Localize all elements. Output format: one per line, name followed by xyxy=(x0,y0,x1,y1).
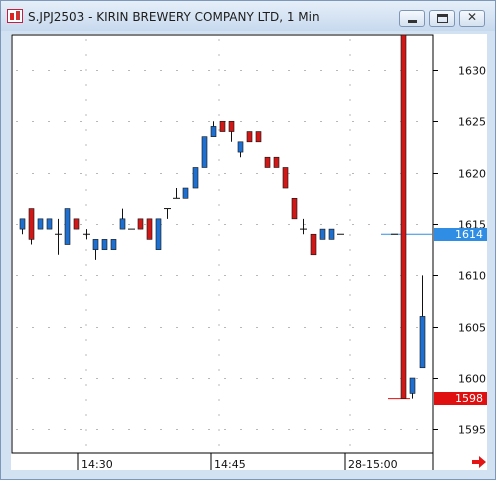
candle-body xyxy=(282,167,289,189)
candle-body xyxy=(28,208,35,240)
title-bar[interactable]: S.JPJ2503 - KIRIN BREWERY COMPANY LTD, 1… xyxy=(1,1,495,31)
candle-body xyxy=(155,218,162,250)
candle-body xyxy=(192,167,199,189)
candle-body xyxy=(264,156,271,168)
last-price-tag: 1598 xyxy=(434,392,487,406)
chart-app-icon xyxy=(7,9,23,23)
x-tick-label: 14:45 xyxy=(214,458,246,470)
x-tick-label: 28-15:00 xyxy=(348,458,398,470)
close-button[interactable]: ✕ xyxy=(459,10,485,27)
candle-body xyxy=(310,233,317,256)
candle-body xyxy=(400,34,407,399)
y-tick-label: 1625 xyxy=(458,116,486,129)
candle-body xyxy=(182,187,189,199)
window-title: S.JPJ2503 - KIRIN BREWERY COMPANY LTD, 1… xyxy=(28,10,320,24)
y-tick-label: 1605 xyxy=(458,322,486,335)
y-tick-label: 1610 xyxy=(458,270,486,283)
candle-body xyxy=(237,141,244,153)
candle-body xyxy=(201,136,208,168)
plot-frame xyxy=(11,34,434,454)
y-tick-label: 1600 xyxy=(458,373,486,386)
candle-body xyxy=(101,239,108,250)
candle-body xyxy=(273,156,280,168)
candle-body xyxy=(92,239,99,250)
bid-price-tag: 1614 xyxy=(434,227,487,241)
candle-body xyxy=(110,239,117,250)
close-icon: ✕ xyxy=(466,10,478,24)
chart-area[interactable]: 1595 1600 1605 1610 1615 1620 1625 1630 14:30 14:… xyxy=(11,34,487,470)
candle-body xyxy=(46,218,53,230)
scroll-right-arrow-icon[interactable] xyxy=(471,455,487,469)
candle-body xyxy=(146,218,153,240)
candle-body xyxy=(255,131,262,143)
candle-body xyxy=(228,120,235,132)
candle-body xyxy=(119,218,126,230)
candle-body xyxy=(219,120,226,132)
minimize-button[interactable] xyxy=(399,10,425,27)
candle-body xyxy=(419,316,426,369)
candle-body xyxy=(409,377,416,394)
candle-body xyxy=(19,218,26,230)
candle-body xyxy=(291,197,298,220)
maximize-button[interactable] xyxy=(429,10,455,27)
candle-body xyxy=(64,208,71,245)
y-tick-label: 1620 xyxy=(458,168,486,181)
candle-body xyxy=(328,228,335,240)
candle-body xyxy=(37,218,44,230)
candle-body xyxy=(73,218,80,230)
candle-body xyxy=(319,228,326,240)
x-tick-label: 14:30 xyxy=(81,458,113,470)
candle-body xyxy=(210,126,217,137)
y-tick-label: 1630 xyxy=(458,65,486,78)
candle-body xyxy=(246,131,253,143)
y-tick-label: 1595 xyxy=(458,424,486,437)
candle-body xyxy=(137,218,144,230)
